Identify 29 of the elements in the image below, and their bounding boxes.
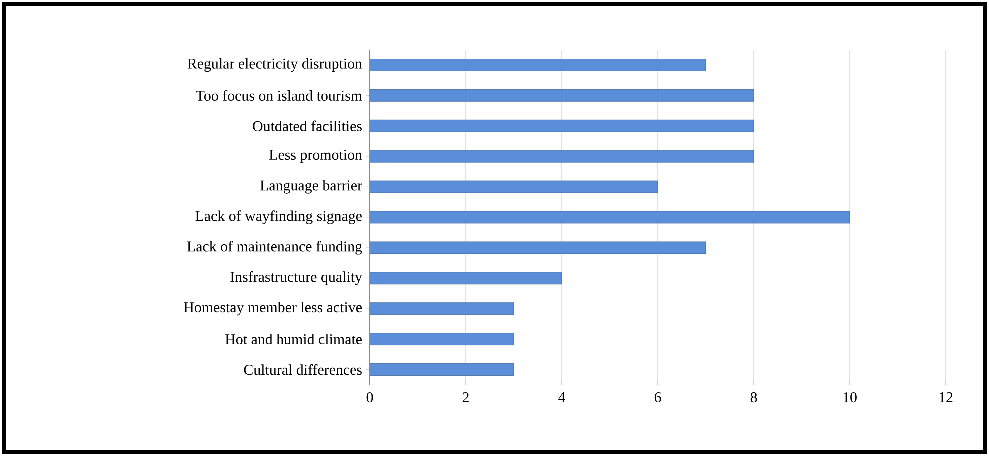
x-tick-label: 8 (750, 392, 758, 403)
bar (370, 364, 514, 376)
bar (370, 302, 514, 316)
bar (370, 272, 562, 285)
y-tick-label: Insfrastructure quality (230, 272, 362, 286)
x-tick-label: 2 (462, 392, 469, 402)
bar (370, 89, 754, 102)
x-tick-label: 6 (654, 392, 662, 403)
y-tick-label: Hot and humid climate (226, 334, 362, 345)
x-tick-label: 0 (366, 392, 374, 403)
y-tick-label: Less promotion (270, 150, 362, 164)
bar (370, 150, 754, 163)
x-tick-label: 12 (940, 392, 953, 402)
x-tick-label: 4 (558, 392, 566, 402)
bar (370, 333, 514, 346)
y-tick-label: Regular electricity disruption (188, 58, 362, 72)
x-tick-label: 10 (844, 392, 857, 403)
y-tick-label: Cultural differences (244, 364, 362, 376)
bar (370, 180, 658, 194)
bar (370, 211, 850, 224)
y-tick-label: Homestay member less active (184, 302, 362, 316)
bar (370, 59, 706, 72)
y-tick-label: Language barrier (260, 180, 362, 194)
y-tick-label: Too focus on island tourism (196, 90, 362, 101)
y-tick-label: Lack of wayfinding signage (196, 210, 362, 224)
bar (370, 242, 706, 254)
y-tick-label: Lack of maintenance funding (187, 241, 362, 255)
y-tick-label: Outdated facilities (253, 120, 362, 132)
bar (370, 120, 754, 132)
